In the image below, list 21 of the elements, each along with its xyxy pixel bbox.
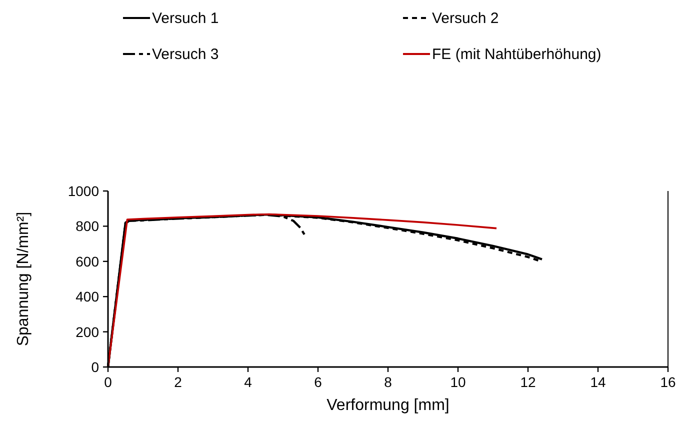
y-tick-label: 400	[76, 288, 100, 305]
y-axis-title: Spannung [N/mm²]	[15, 212, 32, 346]
x-tick-label: 16	[660, 374, 676, 390]
x-tick-label: 0	[104, 374, 112, 390]
y-tick-label: 200	[76, 324, 100, 340]
x-axis-title: Verformung [mm]	[326, 397, 450, 414]
x-tick-label: 4	[244, 374, 252, 390]
y-tick-label: 800	[76, 218, 100, 234]
x-tick-label: 14	[590, 374, 606, 390]
y-tick-label: 0	[91, 359, 100, 375]
x-tick-label: 10	[450, 374, 466, 390]
legend-label: Versuch 1	[152, 10, 219, 27]
x-tick-label: 6	[314, 374, 322, 390]
x-tick-label: 8	[384, 374, 392, 390]
x-tick-label: 12	[520, 374, 536, 390]
legend-label: Versuch 3	[152, 46, 219, 63]
legend-label: FE (mit Nahtüberhöhung)	[432, 46, 602, 63]
y-tick-label: 600	[76, 253, 100, 270]
x-tick-label: 2	[174, 374, 182, 390]
legend-label: Versuch 2	[432, 10, 499, 27]
y-tick-label: 1000	[68, 183, 100, 199]
